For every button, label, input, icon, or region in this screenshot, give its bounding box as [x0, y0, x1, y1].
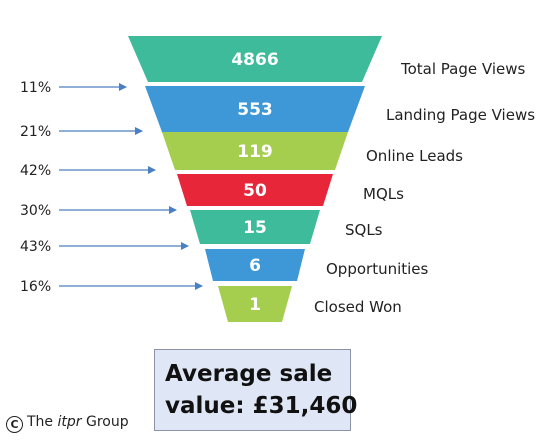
funnel-value-landing-page-views: 553 [237, 100, 273, 120]
stage-label-sqls: SQLs [345, 221, 383, 239]
funnel-segment-opportunities [205, 249, 305, 281]
stage-label-closed-won: Closed Won [314, 298, 402, 316]
funnel-value-total-page-views: 4866 [231, 50, 278, 70]
stage-label-total-page-views: Total Page Views [400, 60, 525, 78]
funnel-segment-online-leads [162, 132, 348, 170]
funnel-segment-sqls [190, 210, 320, 244]
copyright-brand: itpr [57, 414, 82, 430]
conversion-rate-4: 30% [20, 203, 51, 219]
funnel-value-online-leads: 119 [237, 142, 273, 162]
funnel-value-closed-won: 1 [249, 295, 261, 315]
copyright-notice: C The itpr Group [6, 414, 129, 433]
stage-label-online-leads: Online Leads [366, 147, 463, 165]
funnel-segment-closed-won [218, 286, 292, 322]
average-sale-box: Average sale value: £31,460 [154, 349, 358, 431]
stage-label-opportunities: Opportunities [326, 260, 429, 278]
funnel-value-sqls: 15 [243, 218, 267, 238]
funnel-value-opportunities: 6 [249, 256, 261, 276]
stage-label-mqls: MQLs [363, 185, 404, 203]
stage-label-landing-page-views: Landing Page Views [386, 106, 535, 124]
conversion-rate-5: 43% [20, 239, 51, 255]
conversion-rate-6: 16% [20, 279, 51, 295]
average-sale-line1: Average sale [165, 361, 333, 387]
copyright-suffix: Group [81, 414, 129, 430]
funnel-segment-landing-page-views [145, 86, 365, 132]
funnel-diagram: 4866 553 119 50 15 6 1 Total Page Views Landing… [20, 36, 535, 322]
copyright-prefix: The [27, 414, 58, 430]
average-sale-value: value: £31,460 [165, 393, 358, 419]
copyright-icon: C [6, 416, 23, 433]
funnel-segment-mqls [177, 174, 333, 206]
conversion-rate-1: 11% [20, 80, 51, 96]
conversion-rate-2: 21% [20, 124, 51, 140]
funnel-value-mqls: 50 [243, 181, 267, 201]
conversion-rate-3: 42% [20, 163, 51, 179]
funnel-segment-total-page-views [128, 36, 382, 82]
